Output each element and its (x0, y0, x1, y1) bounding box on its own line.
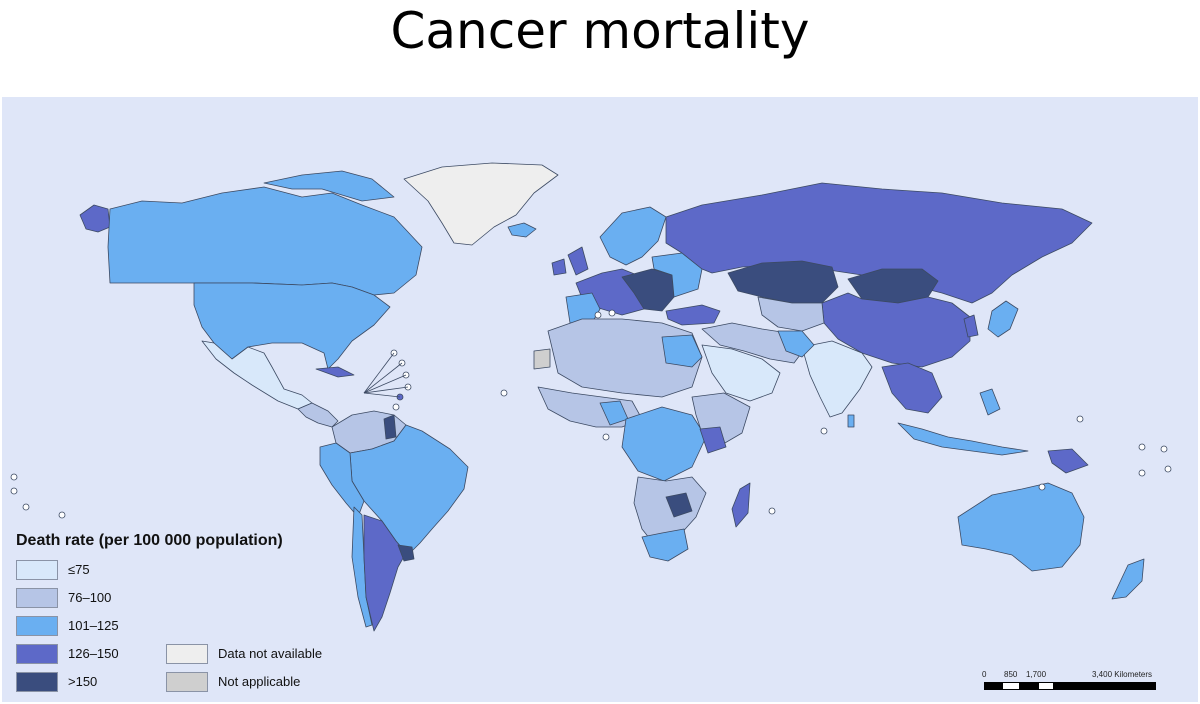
legend-swatch (166, 672, 208, 692)
legend-label: 101–125 (68, 618, 119, 633)
region-central-america (297, 402, 339, 428)
region-southeast-asia (881, 362, 943, 414)
island-marker (392, 403, 400, 411)
region-central-europe (621, 268, 675, 312)
region-australia (957, 482, 1085, 572)
legend-label: 126–150 (68, 646, 119, 661)
island-marker (10, 487, 18, 495)
scale-tick: 3,400 Kilometers (1092, 670, 1153, 679)
legend-label: Not applicable (218, 674, 301, 689)
region-philippines (979, 388, 1001, 416)
island-marker (1164, 465, 1172, 473)
world-map-canvas (10, 162, 1172, 632)
region-png (1047, 448, 1089, 474)
region-peru-bolivia (319, 442, 365, 518)
legend-swatch (16, 588, 58, 608)
legend-label: Data not available (218, 646, 323, 661)
region-japan (987, 300, 1019, 338)
island-marker (608, 309, 616, 317)
island-marker (1138, 469, 1146, 477)
region-china (821, 292, 971, 368)
region-kenya (699, 426, 727, 454)
region-scandinavia (599, 206, 667, 266)
legend-swatch (166, 644, 208, 664)
map-title: Cancer mortality (390, 2, 810, 60)
island-marker (1160, 445, 1168, 453)
island-marker (22, 503, 30, 511)
world-map (2, 97, 1198, 702)
legend-label: 76–100 (68, 590, 112, 605)
region-central-asia (757, 296, 825, 332)
region-brazil (349, 424, 469, 556)
region-zimbabwe (665, 492, 693, 518)
legend-swatch (16, 616, 58, 636)
region-arabia (701, 344, 781, 402)
legend-swatch (16, 672, 58, 692)
island-marker (820, 427, 828, 435)
region-southern-africa (633, 476, 707, 550)
island-marker (500, 389, 508, 397)
region-greenland (403, 162, 559, 246)
scale-bar: 0 850 1,700 3,400 Kilometers (980, 670, 1170, 698)
island-marker (1038, 483, 1046, 491)
region-central-africa (621, 406, 707, 482)
region-south-africa (641, 528, 689, 562)
region-pakistan (777, 330, 815, 358)
region-iceland (507, 222, 537, 238)
region-new-zealand (1111, 558, 1145, 600)
region-western-sahara (533, 348, 551, 370)
region-canada (107, 186, 423, 296)
island-marker (58, 511, 66, 519)
region-madagascar (731, 482, 751, 528)
scale-tick: 1,700 (1026, 670, 1047, 679)
region-kazakhstan (727, 260, 839, 304)
island-marker (1138, 443, 1146, 451)
region-russia (665, 182, 1093, 304)
legend-title: Death rate (per 100 000 population) (16, 532, 283, 549)
region-uruguay (397, 544, 415, 562)
scale-tick: 850 (1004, 670, 1018, 679)
region-indonesia (897, 422, 1029, 456)
region-mexico (201, 340, 313, 410)
region-ireland (551, 258, 567, 276)
region-argentina (363, 514, 407, 632)
region-chile (351, 506, 373, 628)
island-marker (10, 473, 18, 481)
legend: Death rate (per 100 000 population) ≤75 … (16, 532, 376, 702)
region-turkey (665, 304, 721, 326)
scale-bar-graphic (984, 682, 1156, 690)
island-marker (1076, 415, 1084, 423)
legend-swatch (16, 644, 58, 664)
region-alaska (79, 204, 111, 233)
legend-label: ≤75 (68, 562, 90, 577)
legend-swatch (16, 560, 58, 580)
region-guyana (383, 414, 397, 440)
region-korea (963, 314, 979, 338)
region-arctic-islands (263, 170, 395, 202)
region-india (801, 340, 873, 418)
region-cuba (315, 366, 355, 378)
legend-label: >150 (68, 674, 98, 689)
region-sri-lanka (847, 414, 855, 428)
island-marker (768, 507, 776, 515)
region-egypt (661, 334, 703, 368)
island-marker (594, 311, 602, 319)
island-marker (602, 433, 610, 441)
region-uk (567, 246, 589, 276)
scale-tick: 0 (982, 670, 987, 679)
